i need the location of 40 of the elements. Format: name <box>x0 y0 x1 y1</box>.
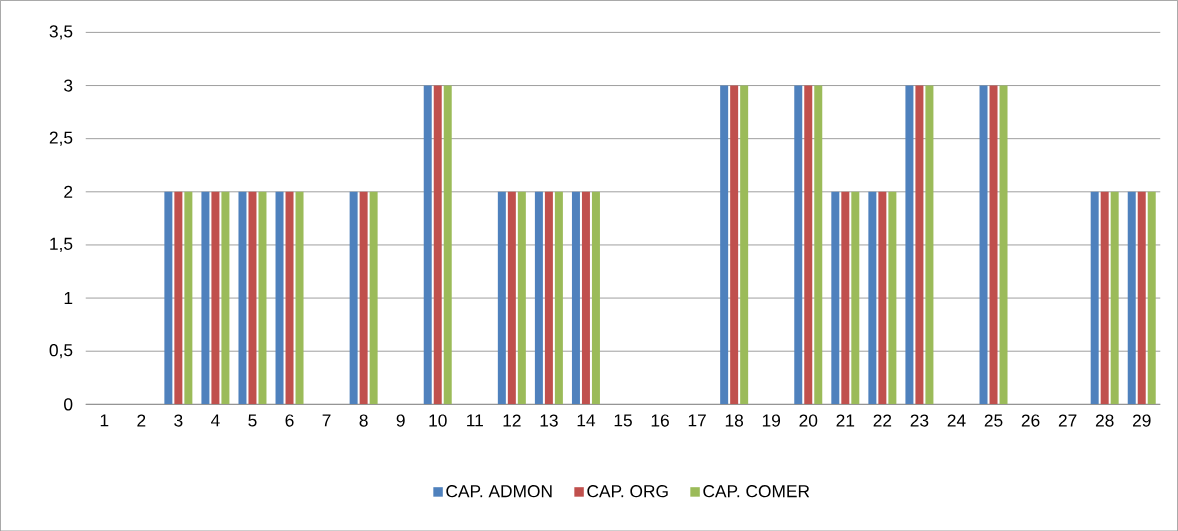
x-tick-label: 22 <box>873 414 892 427</box>
legend-label: CAP. ORG <box>587 484 668 498</box>
x-tick-label: 13 <box>540 414 558 427</box>
y-tick-label: 3,5 <box>49 25 73 40</box>
x-tick-label: 26 <box>1021 414 1040 427</box>
legend-label: CAP. ADMON <box>446 484 552 498</box>
x-tick-label: 15 <box>614 414 632 427</box>
x-tick-label: 14 <box>577 414 596 427</box>
x-tick-label: 20 <box>799 414 818 427</box>
y-tick-label: 0 <box>64 398 73 411</box>
y-tick-label: 1,5 <box>50 237 73 252</box>
x-tick-label: 25 <box>984 414 1003 427</box>
x-tick-label: 11 <box>467 414 483 427</box>
y-tick-label: 2 <box>64 185 73 198</box>
x-tick-label: 23 <box>910 414 929 427</box>
x-tick-label: 5 <box>248 414 257 427</box>
x-tick-label: 6 <box>285 414 294 427</box>
legend-label: CAP. COMER <box>703 484 810 498</box>
y-tick-label: 0,5 <box>49 343 73 359</box>
x-tick-label: 2 <box>137 414 146 427</box>
x-tick-label: 3 <box>174 414 183 427</box>
x-tick-label: 1 <box>100 414 109 427</box>
x-tick-label: 18 <box>725 414 744 427</box>
x-tick-label: 16 <box>651 414 669 427</box>
x-tick-label: 8 <box>359 414 368 427</box>
x-tick-label: 9 <box>396 414 405 427</box>
y-tick-label: 3 <box>64 79 73 92</box>
x-tick-label: 28 <box>1095 414 1114 427</box>
x-tick-label: 21 <box>836 414 855 427</box>
x-tick-label: 12 <box>503 414 521 427</box>
x-tick-label: 17 <box>688 414 706 427</box>
x-tick-label: 10 <box>429 414 447 427</box>
x-tick-label: 27 <box>1058 414 1077 427</box>
x-tick-label: 19 <box>762 414 781 427</box>
x-tick-label: 29 <box>1132 414 1151 427</box>
x-tick-label: 24 <box>947 414 966 427</box>
x-tick-label: 4 <box>211 414 220 427</box>
y-tick-label: 2,5 <box>49 131 73 146</box>
x-tick-label: 7 <box>322 414 331 427</box>
y-tick-label: 1 <box>64 291 73 304</box>
